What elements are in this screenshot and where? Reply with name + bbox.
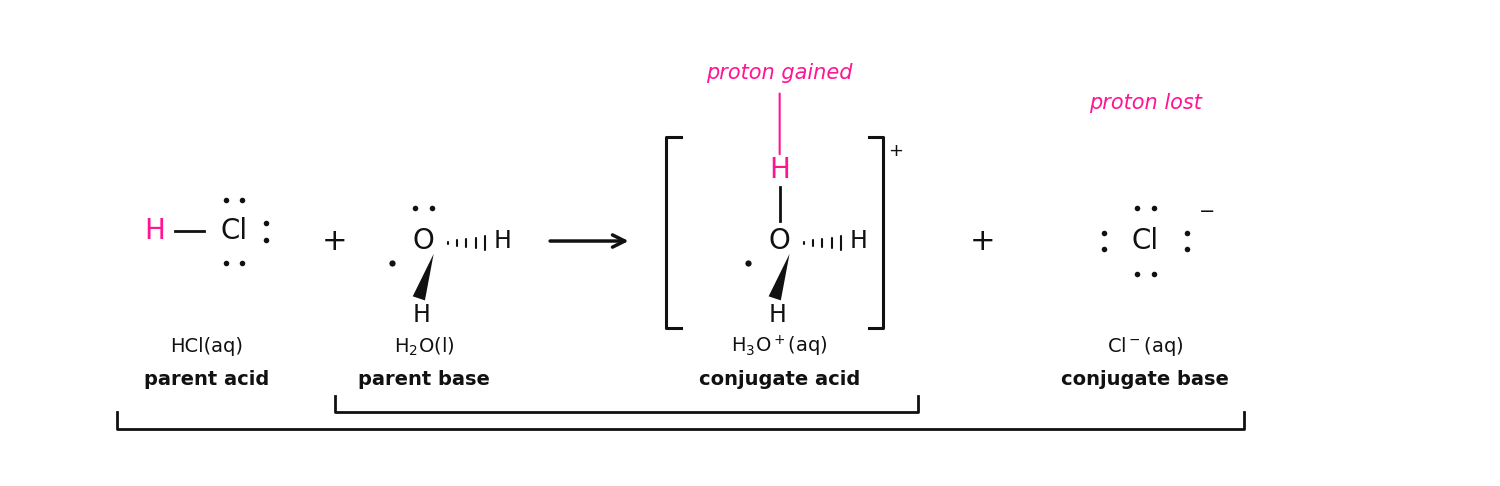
- Text: $\mathregular{H_3O^+(aq)}$: $\mathregular{H_3O^+(aq)}$: [730, 334, 828, 360]
- Text: +: +: [888, 142, 903, 160]
- Text: HCl(aq): HCl(aq): [170, 337, 243, 356]
- Text: $\mathregular{H_2O(l)}$: $\mathregular{H_2O(l)}$: [393, 336, 454, 358]
- Text: $\mathregular{Cl^-(aq)}$: $\mathregular{Cl^-(aq)}$: [1107, 335, 1184, 358]
- Text: H: H: [413, 303, 430, 327]
- Text: conjugate base: conjugate base: [1062, 370, 1230, 389]
- Text: O: O: [770, 227, 790, 255]
- Text: conjugate acid: conjugate acid: [699, 370, 861, 389]
- Text: O: O: [413, 227, 435, 255]
- Text: parent base: parent base: [358, 370, 489, 389]
- Text: proton gained: proton gained: [706, 63, 854, 83]
- Text: H: H: [770, 156, 790, 184]
- Text: +: +: [322, 226, 348, 256]
- Text: H: H: [850, 229, 867, 253]
- Text: +: +: [969, 226, 994, 256]
- Polygon shape: [413, 254, 434, 300]
- Polygon shape: [768, 254, 789, 300]
- Text: Cl: Cl: [1132, 227, 1160, 255]
- Text: proton lost: proton lost: [1089, 93, 1202, 113]
- Text: H: H: [144, 217, 165, 245]
- Text: Cl: Cl: [220, 217, 248, 245]
- Text: parent acid: parent acid: [144, 370, 268, 389]
- Text: H: H: [494, 229, 512, 253]
- Text: H: H: [768, 303, 786, 327]
- Text: −: −: [1198, 202, 1215, 221]
